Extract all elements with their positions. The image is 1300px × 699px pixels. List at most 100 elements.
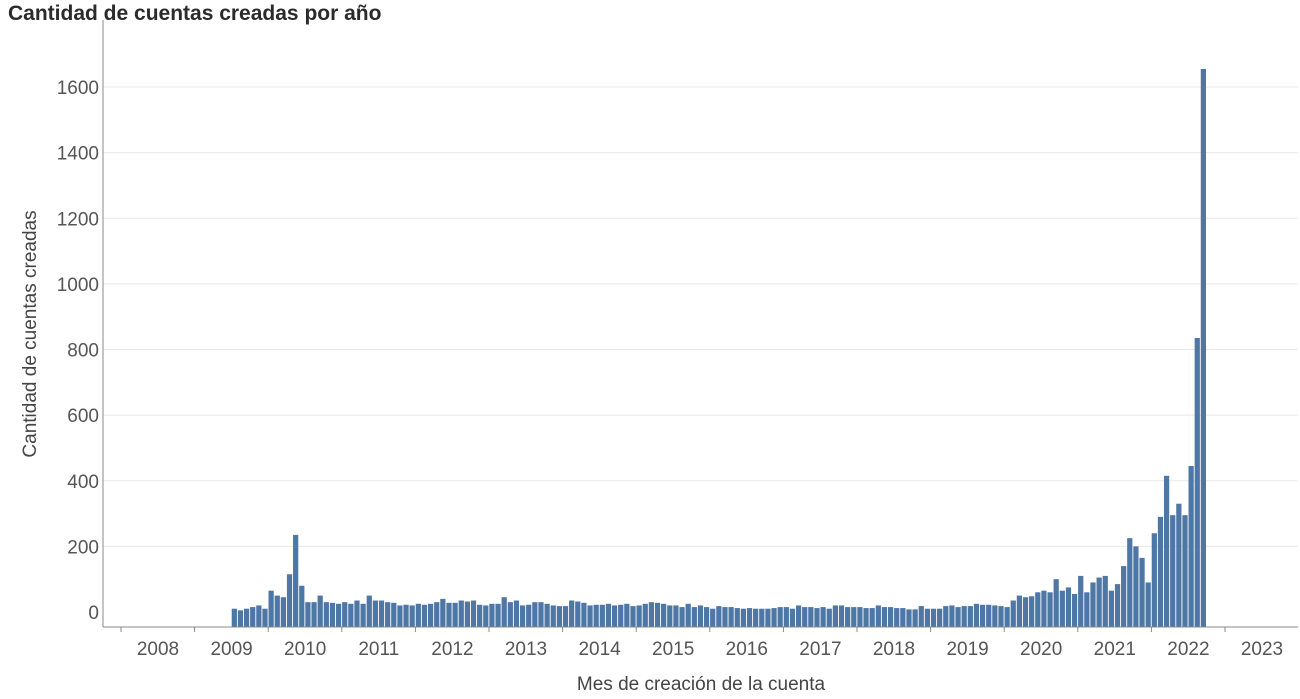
bar — [728, 607, 734, 627]
bar — [906, 609, 912, 628]
bar — [268, 590, 274, 627]
bar — [1078, 575, 1084, 627]
bar — [716, 606, 722, 627]
bar — [575, 601, 581, 627]
x-tick-label: 2020 — [1020, 639, 1062, 660]
bar — [937, 608, 943, 627]
bar — [391, 602, 397, 627]
bar — [832, 605, 838, 627]
bar — [538, 602, 544, 627]
bar — [605, 603, 612, 627]
bar — [243, 608, 250, 627]
bar — [765, 608, 771, 627]
bar — [918, 606, 924, 627]
bar — [863, 608, 869, 627]
bar — [427, 603, 434, 627]
bar — [869, 608, 875, 627]
bar — [1004, 607, 1010, 627]
chart-title: Cantidad de cuentas creadas por año — [8, 2, 382, 25]
bar — [851, 607, 857, 627]
bar — [421, 604, 428, 627]
bar — [1035, 592, 1041, 627]
bar — [753, 608, 759, 627]
bar — [532, 602, 538, 627]
bar — [826, 608, 832, 627]
x-tick-label: 2019 — [946, 639, 988, 660]
bar — [250, 607, 256, 627]
bar — [440, 598, 446, 628]
bar — [943, 606, 949, 627]
bar — [802, 607, 808, 627]
bar — [1200, 68, 1206, 627]
bar — [1139, 557, 1145, 627]
bar — [820, 607, 826, 627]
bar-series — [231, 68, 1206, 628]
bar — [1127, 538, 1133, 627]
y-tick-label: 400 — [67, 472, 99, 493]
bar — [378, 600, 385, 627]
bar — [446, 602, 452, 627]
bar — [1108, 590, 1114, 627]
bar — [973, 603, 980, 627]
bar — [464, 601, 470, 627]
y-tick-label: 1600 — [57, 78, 99, 99]
bar — [949, 605, 955, 627]
bar — [930, 608, 937, 627]
bar — [311, 602, 317, 627]
bar — [495, 603, 501, 627]
bar — [372, 600, 378, 627]
y-tick-label: 600 — [67, 406, 99, 427]
bar — [366, 595, 372, 627]
bar — [924, 608, 930, 627]
bar — [955, 607, 961, 627]
x-tick-label: 2010 — [284, 639, 326, 660]
bar — [397, 605, 403, 627]
bar — [415, 603, 421, 627]
bar — [1114, 584, 1121, 627]
bar — [618, 604, 624, 627]
bar — [323, 602, 329, 627]
bar — [569, 600, 575, 627]
bar — [501, 597, 507, 627]
y-axis-label: Cantidad de cuentas creadas — [20, 210, 41, 457]
y-tick-label: 200 — [67, 537, 99, 558]
bar — [587, 605, 593, 627]
bar — [697, 605, 704, 627]
x-tick-label: 2012 — [431, 639, 473, 660]
bar — [814, 608, 820, 627]
bar — [550, 605, 556, 627]
bar — [489, 603, 495, 627]
bar — [599, 604, 605, 627]
bar — [667, 605, 673, 627]
bar — [477, 604, 483, 627]
bar — [581, 602, 587, 627]
x-axis-label: Mes de creación de la cuenta — [577, 674, 826, 695]
gridlines — [103, 86, 1298, 547]
bar — [710, 608, 716, 627]
bar — [360, 603, 366, 627]
bar — [630, 606, 636, 627]
bar — [624, 603, 630, 627]
bar — [544, 603, 550, 627]
x-tick-label: 2021 — [1094, 639, 1136, 660]
bar — [685, 603, 691, 627]
bar — [795, 605, 802, 627]
bar — [1176, 503, 1182, 627]
bar — [1084, 592, 1090, 627]
bar — [1170, 515, 1176, 627]
bar — [519, 605, 526, 627]
bar — [1163, 475, 1170, 627]
bar — [789, 608, 796, 627]
bar — [513, 600, 520, 627]
bar — [1071, 593, 1078, 627]
bar — [1151, 533, 1157, 627]
bar — [986, 604, 992, 627]
bar — [992, 605, 998, 627]
bar — [967, 606, 973, 627]
bar — [703, 607, 710, 627]
bar — [1059, 590, 1065, 627]
x-tick-label: 2009 — [210, 639, 252, 660]
bar — [771, 608, 777, 627]
x-tick-label: 2011 — [358, 639, 399, 660]
